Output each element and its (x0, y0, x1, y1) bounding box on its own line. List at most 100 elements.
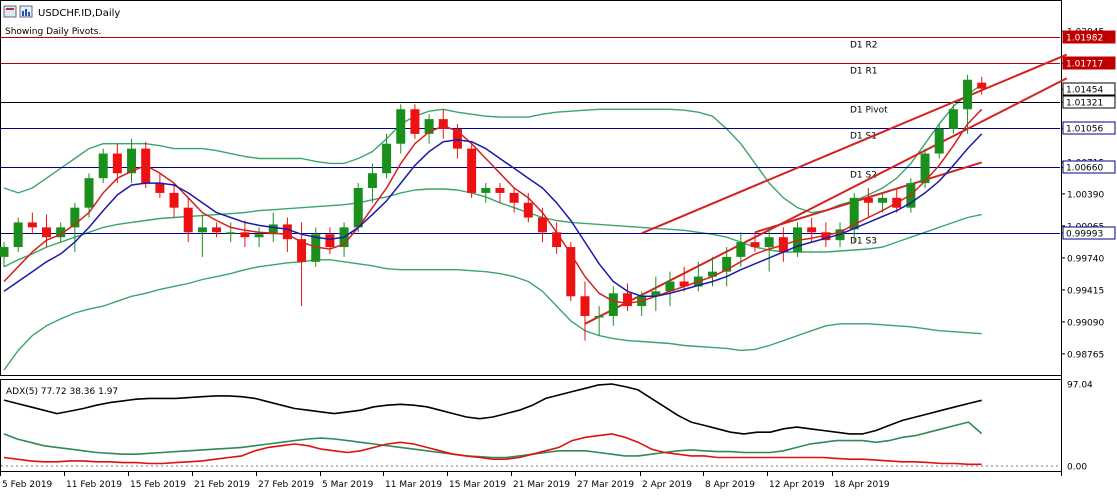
adx-panel (0, 379, 1062, 472)
adx-tick-label: 97.04 (1067, 381, 1093, 391)
moving-averages (3, 108, 983, 304)
candle-body (523, 202, 533, 218)
adx-title: ADX(5) 77.72 38.36 1.97 (6, 387, 118, 397)
time-tick-label: 27 Mar 2019 (577, 480, 634, 490)
minus-di-line (3, 433, 982, 466)
price-tick-label: 0.99090 (1067, 318, 1104, 328)
chart-title: USDCHF.ID,Daily (38, 8, 120, 19)
candle-body (212, 227, 222, 233)
candle-body (708, 271, 717, 277)
price-tag-label: 1.00660 (1066, 164, 1103, 174)
price-tag-label: 1.01717 (1066, 60, 1103, 70)
time-axis: 5 Feb 2019 11 Feb 2019 15 Feb 2019 21 Feb 2… (0, 472, 890, 490)
price-tag-box (1062, 226, 1116, 240)
candle-body (509, 192, 519, 203)
sma-line (3, 108, 983, 304)
candle-body (764, 237, 774, 248)
price-tag-box (1062, 82, 1116, 96)
candle-body (977, 82, 987, 89)
candle-body (608, 293, 618, 316)
candle-body (424, 119, 434, 134)
candle-body (169, 192, 179, 208)
price-tag-box (1062, 160, 1116, 174)
time-tick-label: 2 Apr 2019 (642, 480, 692, 490)
price-tag-box (1062, 95, 1116, 109)
time-tick-label: 8 Apr 2019 (705, 480, 755, 490)
candle-body (84, 178, 94, 208)
candle-body (679, 281, 689, 287)
candle-body (580, 296, 590, 316)
candle-body (722, 256, 732, 272)
bb-lower-line (3, 259, 982, 371)
candle-body (622, 293, 632, 307)
candle-body (325, 234, 335, 248)
price-tag-box (1062, 121, 1116, 135)
window-icons (3, 5, 33, 18)
candle-body (920, 153, 930, 184)
candle-body (226, 232, 236, 234)
candle-body (665, 281, 675, 292)
price-tick-label: 0.98765 (1067, 350, 1104, 360)
candle-body (481, 188, 491, 193)
candle-body (240, 232, 250, 238)
candle-body (98, 153, 108, 179)
price-tick-label: 0.99415 (1067, 286, 1104, 296)
candle-body (821, 232, 831, 241)
candle-body (552, 232, 562, 248)
price-tag-box (1062, 56, 1116, 70)
price-tags: 1.01982 1.01717 1.01454 1.01321 1.01056 1.006… (1062, 30, 1116, 240)
candle-body (0, 247, 9, 257)
pivot-label: D1 R2 (850, 41, 878, 51)
candle-body (282, 224, 292, 240)
price-tag-label: 0.99993 (1066, 230, 1103, 240)
candle-body (42, 227, 52, 238)
candle-body (183, 207, 193, 233)
adx-lines (1, 383, 1060, 467)
candle-body (70, 207, 80, 228)
pivot-label: D1 R1 (850, 67, 878, 77)
candle-body (311, 234, 321, 262)
time-tick-label: 27 Feb 2019 (258, 480, 314, 490)
ema-line (3, 133, 983, 298)
price-tag-label: 1.01982 (1066, 34, 1103, 44)
time-tick-label: 12 Apr 2019 (769, 480, 825, 490)
time-tick-label: 18 Apr 2019 (834, 480, 890, 490)
candle-body (410, 109, 420, 134)
pivots-note: Showing Daily Pivots. (5, 27, 101, 37)
time-tick-label: 5 Mar 2019 (322, 480, 374, 490)
bb-middle-line (3, 188, 982, 268)
price-tag-box (1062, 30, 1116, 44)
candle-body (594, 315, 604, 318)
candle-body (849, 197, 859, 230)
candle-body (566, 247, 576, 297)
plus-di-line (3, 421, 983, 459)
adx-axis: 97.04 0.00 (1067, 381, 1093, 473)
adx-tick-label: 0.00 (1067, 463, 1087, 473)
candle-body (127, 148, 137, 174)
candle-body (353, 188, 363, 228)
time-tick-label: 21 Feb 2019 (194, 480, 250, 490)
candle-body (112, 153, 122, 174)
price-tick-label: 1.00390 (1067, 190, 1104, 200)
candle-body (651, 291, 661, 297)
candle-body (807, 227, 817, 233)
candle-body (56, 227, 66, 238)
candle-body (963, 79, 973, 110)
candle-body (750, 242, 760, 248)
price-tag-label: 1.01056 (1066, 125, 1103, 135)
candle-body (297, 239, 307, 262)
time-tick-label: 11 Mar 2019 (385, 480, 442, 490)
price-tag-label: 1.01321 (1066, 99, 1103, 109)
price-tick-label: 0.99740 (1067, 254, 1104, 264)
time-tick-label: 15 Feb 2019 (130, 480, 186, 490)
time-tick-label: 15 Mar 2019 (449, 480, 506, 490)
pivot-label: D1 S1 (850, 132, 877, 142)
candle-body (155, 183, 165, 193)
candle-body (736, 242, 746, 257)
pivot-label: D1 Pivot (850, 106, 888, 116)
candle-body (367, 173, 377, 188)
time-tick-label: 11 Feb 2019 (66, 480, 122, 490)
time-tick-label: 5 Feb 2019 (2, 480, 53, 490)
candle-body (13, 222, 23, 248)
